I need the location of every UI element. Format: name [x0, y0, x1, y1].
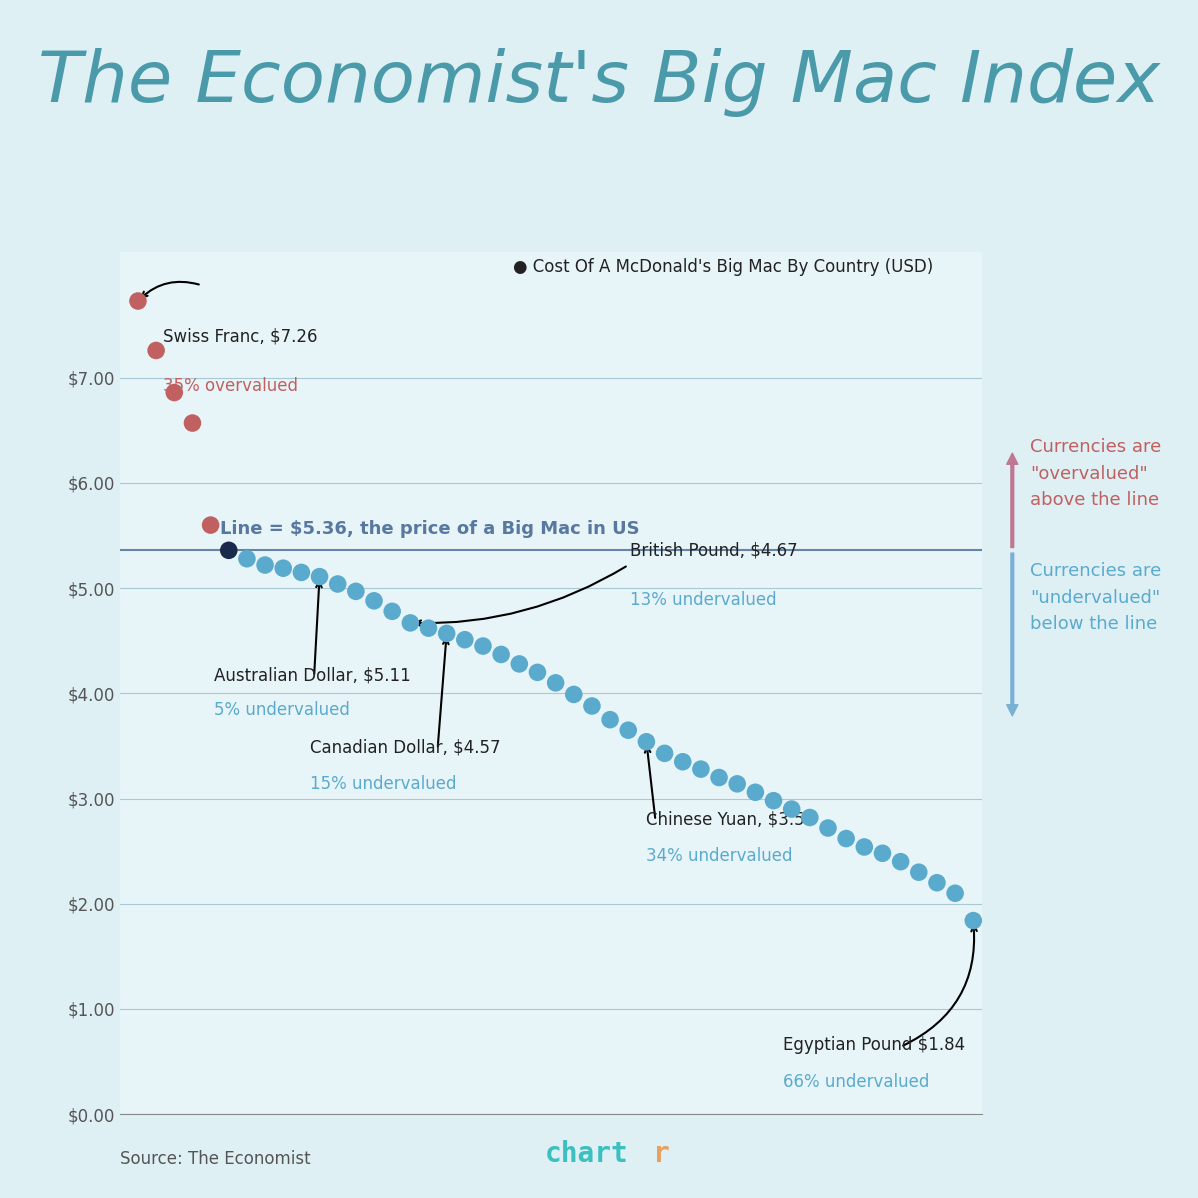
- Point: [945, 884, 964, 903]
- Point: [564, 685, 583, 704]
- Text: 5% undervalued: 5% undervalued: [214, 701, 350, 719]
- Point: [764, 791, 783, 810]
- Point: [927, 873, 946, 893]
- Point: [963, 910, 982, 930]
- Text: Currencies are
"undervalued"
below the line: Currencies are "undervalued" below the l…: [1030, 562, 1162, 633]
- Point: [310, 567, 329, 586]
- Point: [346, 582, 365, 601]
- Point: [600, 710, 619, 730]
- Point: [509, 654, 528, 673]
- Point: [146, 341, 165, 361]
- Point: [891, 852, 910, 871]
- Point: [164, 383, 183, 403]
- Text: Currencies are
"overvalued"
above the line: Currencies are "overvalued" above the li…: [1030, 438, 1162, 509]
- Point: [491, 645, 510, 664]
- Text: Line = $5.36, the price of a Big Mac in US: Line = $5.36, the price of a Big Mac in …: [219, 520, 640, 538]
- Point: [546, 673, 565, 692]
- Point: [437, 624, 456, 643]
- Point: [691, 760, 710, 779]
- Text: Canadian Dollar, $4.57: Canadian Dollar, $4.57: [310, 739, 501, 757]
- Point: [364, 592, 383, 611]
- Text: Australian Dollar, $5.11: Australian Dollar, $5.11: [214, 666, 411, 684]
- Point: [473, 636, 492, 655]
- Point: [909, 863, 928, 882]
- Point: [528, 662, 547, 682]
- Text: 66% undervalued: 66% undervalued: [782, 1073, 928, 1091]
- Point: [727, 774, 746, 793]
- Point: [655, 744, 674, 763]
- Point: [273, 558, 292, 577]
- Point: [401, 613, 420, 633]
- Text: 15% undervalued: 15% undervalued: [310, 775, 456, 793]
- Point: [709, 768, 728, 787]
- Text: ● Cost Of A McDonald's Big Mac By Country (USD): ● Cost Of A McDonald's Big Mac By Countr…: [514, 259, 933, 277]
- Point: [873, 843, 893, 863]
- Text: Egyptian Pound $1.84: Egyptian Pound $1.84: [782, 1036, 964, 1054]
- Text: r: r: [653, 1140, 670, 1168]
- Text: 34% undervalued: 34% undervalued: [647, 847, 793, 865]
- Text: British Pound, $4.67: British Pound, $4.67: [630, 541, 798, 559]
- Point: [746, 782, 766, 801]
- Text: Source: The Economist: Source: The Economist: [120, 1150, 310, 1168]
- Point: [128, 291, 147, 310]
- Point: [419, 618, 438, 637]
- Text: 13% undervalued: 13% undervalued: [630, 592, 776, 610]
- Point: [818, 818, 837, 837]
- Point: [782, 799, 801, 818]
- Point: [836, 829, 855, 848]
- Point: [292, 563, 311, 582]
- Text: The Economist's Big Mac Index: The Economist's Big Mac Index: [38, 48, 1160, 117]
- Point: [800, 807, 819, 827]
- Text: Swiss Franc, $7.26: Swiss Franc, $7.26: [163, 327, 317, 345]
- Point: [219, 540, 238, 559]
- Point: [183, 413, 202, 432]
- Point: [255, 556, 274, 575]
- Text: Chinese Yuan, $3.54: Chinese Yuan, $3.54: [647, 810, 816, 828]
- Point: [673, 752, 692, 772]
- Text: 35% overvalued: 35% overvalued: [163, 376, 298, 395]
- Point: [637, 732, 657, 751]
- Point: [382, 601, 401, 621]
- Point: [201, 515, 220, 534]
- Point: [328, 574, 347, 593]
- Text: chart: chart: [545, 1140, 629, 1168]
- Point: [854, 837, 873, 857]
- Point: [455, 630, 474, 649]
- Point: [618, 721, 637, 740]
- Point: [237, 549, 256, 568]
- Point: [582, 696, 601, 715]
